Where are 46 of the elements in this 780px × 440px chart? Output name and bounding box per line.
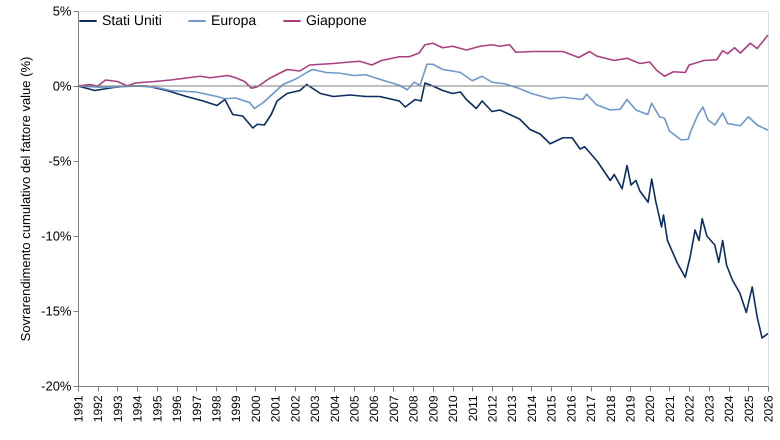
x-tick-label: 2010 — [446, 395, 460, 422]
y-tick-label: 0% — [52, 78, 72, 94]
x-tick-label: 2020 — [643, 395, 658, 422]
y-axis-title: Sovrarendimento cumulativo del fattore value (%) — [18, 56, 34, 342]
x-tick-label: 2004 — [328, 395, 342, 422]
legend-label: Giappone — [306, 12, 367, 28]
x-tick-label: 1999 — [229, 395, 244, 422]
x-tick-label: 2006 — [367, 395, 382, 422]
x-tick-label: 2005 — [348, 395, 362, 422]
legend-label: Stati Uniti — [102, 12, 162, 28]
x-tick-label: 2015 — [544, 395, 559, 422]
y-tick-label: -20% — [41, 378, 72, 394]
x-tick-label: 1995 — [150, 395, 164, 422]
x-tick-label: 2024 — [722, 395, 736, 422]
x-tick-label: 2007 — [386, 395, 401, 422]
x-tick-label: 2018 — [604, 395, 618, 422]
x-tick-label: 2003 — [308, 395, 322, 422]
y-tick-label: -15% — [41, 304, 72, 318]
x-tick-label: 2014 — [524, 395, 539, 422]
y-tick-label: -5% — [48, 154, 72, 168]
legend-label: Europa — [211, 12, 256, 28]
x-tick-label: 1993 — [110, 395, 125, 422]
x-tick-label: 2013 — [505, 395, 520, 422]
x-tick-label: 2026 — [762, 395, 776, 422]
x-tick-label: 1998 — [210, 395, 224, 422]
y-tick-label: -10% — [41, 228, 72, 244]
x-tick-label: 2019 — [624, 395, 638, 422]
x-tick-label: 2009 — [426, 395, 440, 422]
y-tick-label: 5% — [52, 4, 72, 18]
x-tick-label: 2001 — [268, 395, 283, 422]
x-tick-label: 1992 — [91, 395, 106, 422]
x-tick-label: 1994 — [130, 395, 145, 422]
x-tick-label: 2023 — [702, 395, 716, 422]
x-tick-label: 1997 — [190, 395, 204, 422]
x-tick-label: 2011 — [466, 395, 480, 422]
x-tick-label: 2021 — [662, 395, 677, 422]
x-tick-label: 2025 — [742, 395, 756, 422]
x-tick-label: 2000 — [248, 395, 263, 422]
x-tick-label: 1996 — [170, 395, 184, 422]
x-tick-label: 2008 — [406, 395, 421, 422]
x-tick-label: 2017 — [584, 395, 598, 422]
x-tick-label: 1991 — [72, 395, 86, 422]
x-tick-label: 2002 — [288, 395, 302, 422]
x-tick-label: 2012 — [486, 395, 500, 422]
x-tick-label: 2016 — [564, 395, 578, 422]
x-tick-label: 2022 — [682, 395, 697, 422]
